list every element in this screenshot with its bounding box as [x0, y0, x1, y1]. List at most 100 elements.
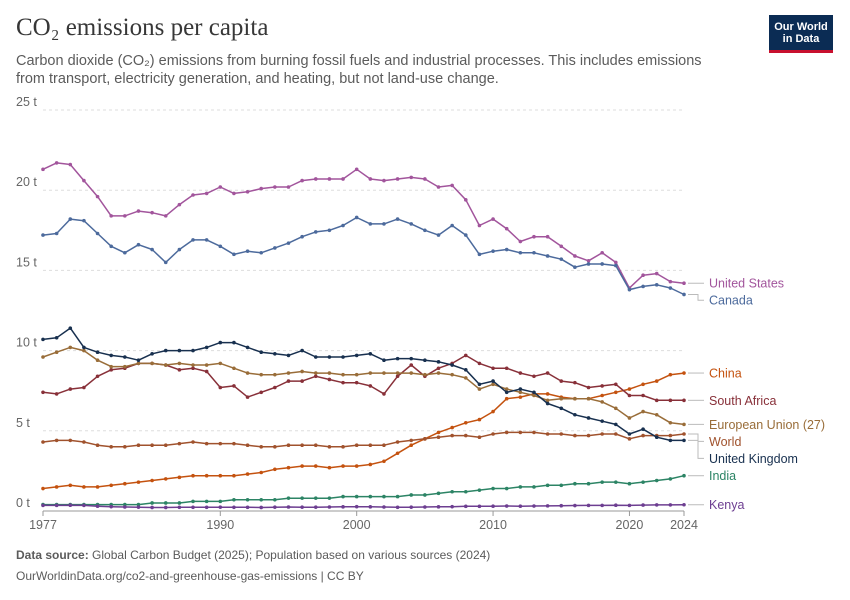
data-point[interactable] — [341, 177, 345, 181]
data-point[interactable] — [109, 364, 113, 369]
data-point[interactable] — [559, 244, 564, 249]
data-point[interactable] — [218, 361, 223, 366]
data-point[interactable] — [368, 462, 373, 467]
data-point[interactable] — [614, 406, 618, 411]
data-point[interactable] — [68, 345, 73, 350]
data-point[interactable] — [382, 494, 386, 499]
data-point[interactable] — [532, 485, 536, 489]
data-point[interactable] — [559, 503, 564, 508]
data-point[interactable] — [163, 348, 168, 353]
data-point[interactable] — [532, 390, 536, 395]
data-point[interactable] — [109, 483, 113, 488]
data-point[interactable] — [286, 379, 291, 383]
data-point[interactable] — [109, 214, 113, 218]
data-point[interactable] — [313, 443, 318, 448]
data-point[interactable] — [614, 480, 618, 484]
data-point[interactable] — [150, 210, 154, 215]
data-point[interactable] — [163, 501, 168, 505]
data-point[interactable] — [313, 355, 318, 359]
data-point[interactable] — [504, 396, 509, 401]
data-point[interactable] — [518, 395, 523, 399]
data-point[interactable] — [273, 246, 277, 250]
data-point[interactable] — [286, 505, 291, 509]
data-point[interactable] — [136, 361, 141, 366]
data-point[interactable] — [641, 393, 645, 398]
data-point[interactable] — [204, 238, 209, 242]
data-point[interactable] — [395, 505, 400, 510]
data-point[interactable] — [123, 505, 127, 509]
data-point[interactable] — [41, 167, 45, 172]
data-point[interactable] — [382, 459, 386, 464]
data-point[interactable] — [245, 505, 250, 510]
data-point[interactable] — [382, 178, 386, 183]
data-point[interactable] — [504, 247, 509, 252]
data-point[interactable] — [682, 473, 686, 478]
data-point[interactable] — [436, 360, 441, 364]
series-line-world[interactable] — [42, 431, 685, 448]
data-point[interactable] — [95, 374, 100, 379]
data-point[interactable] — [341, 494, 345, 499]
data-point[interactable] — [286, 371, 291, 375]
data-point[interactable] — [273, 372, 277, 377]
data-point[interactable] — [232, 473, 236, 478]
data-point[interactable] — [382, 505, 386, 509]
data-point[interactable] — [423, 228, 427, 233]
data-point[interactable] — [54, 350, 59, 355]
data-point[interactable] — [232, 366, 236, 371]
data-point[interactable] — [614, 432, 618, 436]
data-point[interactable] — [641, 382, 645, 387]
data-point[interactable] — [286, 465, 291, 470]
data-point[interactable] — [368, 222, 373, 226]
data-point[interactable] — [354, 494, 359, 499]
series-label-china[interactable]: China — [709, 367, 742, 381]
data-point[interactable] — [586, 433, 591, 438]
data-point[interactable] — [477, 435, 482, 440]
data-point[interactable] — [682, 292, 686, 297]
data-point[interactable] — [463, 368, 468, 372]
data-point[interactable] — [668, 372, 673, 377]
data-point[interactable] — [354, 167, 359, 172]
data-point[interactable] — [463, 433, 468, 438]
data-point[interactable] — [273, 467, 277, 472]
series-canada[interactable] — [41, 215, 686, 297]
data-point[interactable] — [491, 249, 495, 253]
data-point[interactable] — [668, 477, 673, 481]
data-point[interactable] — [477, 382, 482, 387]
data-point[interactable] — [327, 505, 332, 509]
data-point[interactable] — [259, 350, 264, 355]
data-point[interactable] — [218, 385, 223, 390]
data-point[interactable] — [82, 385, 86, 390]
data-point[interactable] — [123, 250, 127, 255]
data-point[interactable] — [163, 363, 168, 367]
data-point[interactable] — [532, 393, 536, 398]
data-point[interactable] — [627, 437, 632, 441]
data-point[interactable] — [586, 258, 591, 263]
data-point[interactable] — [395, 371, 400, 375]
data-point[interactable] — [463, 198, 468, 202]
data-point[interactable] — [409, 175, 414, 180]
data-point[interactable] — [68, 483, 73, 488]
data-point[interactable] — [191, 363, 195, 367]
data-point[interactable] — [259, 505, 264, 510]
data-point[interactable] — [204, 441, 209, 446]
data-point[interactable] — [300, 178, 304, 183]
data-point[interactable] — [545, 254, 550, 258]
data-point[interactable] — [395, 451, 400, 456]
data-point[interactable] — [627, 481, 632, 486]
data-point[interactable] — [327, 377, 332, 382]
data-point[interactable] — [300, 348, 304, 353]
data-point[interactable] — [545, 398, 550, 403]
data-point[interactable] — [177, 361, 182, 366]
data-point[interactable] — [177, 441, 182, 446]
data-point[interactable] — [286, 443, 291, 448]
data-point[interactable] — [109, 445, 113, 449]
data-point[interactable] — [682, 422, 686, 427]
data-point[interactable] — [41, 486, 45, 491]
data-point[interactable] — [436, 491, 441, 496]
data-point[interactable] — [532, 234, 536, 239]
data-point[interactable] — [682, 432, 686, 436]
data-point[interactable] — [600, 419, 604, 423]
data-point[interactable] — [504, 430, 509, 435]
data-point[interactable] — [627, 393, 632, 398]
data-point[interactable] — [504, 486, 509, 491]
